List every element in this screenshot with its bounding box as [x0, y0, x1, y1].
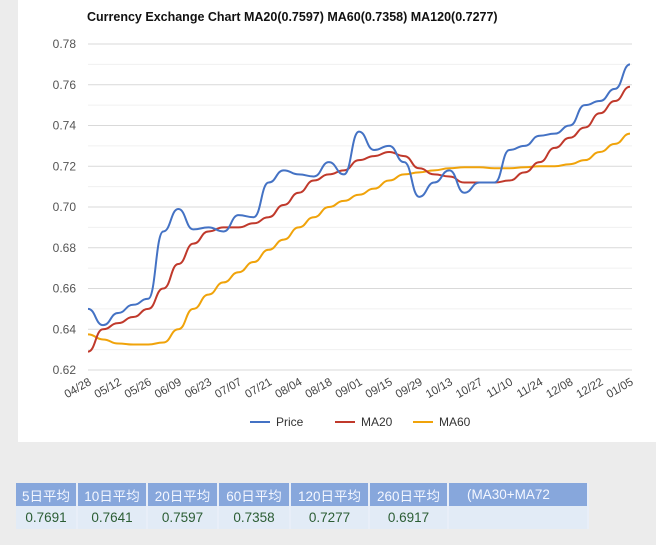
moving-average-table: 5日平均 10日平均 20日平均 60日平均 120日平均 260日平均 (MA…: [16, 483, 589, 529]
value-ma120: 0.7277: [290, 506, 370, 529]
x-tick-label: 05/12: [93, 376, 124, 401]
header-ma20: 20日平均: [147, 483, 219, 506]
header-ma120: 120日平均: [290, 483, 370, 506]
series-line-price: [87, 63, 631, 327]
x-tick-label: 08/18: [303, 376, 334, 401]
header-ma60: 60日平均: [218, 483, 291, 506]
legend-label-ma60: MA60: [439, 415, 471, 429]
x-tick-label: 09/01: [334, 376, 365, 401]
header-ma5: 5日平均: [16, 483, 78, 506]
legend-label-price: Price: [276, 415, 304, 429]
x-tick-label: 07/21: [243, 376, 274, 401]
y-tick-label: 0.70: [53, 200, 77, 214]
value-ma60: 0.7358: [218, 506, 291, 529]
table-header-row: 5日平均 10日平均 20日平均 60日平均 120日平均 260日平均 (MA…: [16, 483, 589, 506]
y-tick-label: 0.72: [53, 159, 77, 173]
value-ma260: 0.6917: [369, 506, 449, 529]
x-tick-label: 09/15: [364, 376, 395, 401]
legend-label-ma20: MA20: [361, 415, 393, 429]
value-ma5: 0.7691: [16, 506, 78, 529]
x-tick-label: 12/22: [574, 376, 605, 401]
y-tick-label: 0.66: [53, 282, 77, 296]
table-value-row: 0.7691 0.7641 0.7597 0.7358 0.7277 0.691…: [16, 506, 589, 529]
y-tick-label: 0.74: [53, 119, 77, 133]
x-tick-label: 07/07: [213, 376, 244, 401]
x-tick-label: 11/24: [515, 376, 546, 401]
x-tick-label: 06/09: [153, 376, 184, 401]
value-ma20: 0.7597: [147, 506, 219, 529]
x-tick-label: 10/13: [424, 376, 455, 401]
header-ma260: 260日平均: [369, 483, 449, 506]
y-tick-label: 0.64: [53, 322, 77, 336]
value-ma30-ma72: [448, 506, 589, 529]
header-ma10: 10日平均: [77, 483, 148, 506]
value-ma10: 0.7641: [77, 506, 148, 529]
x-tick-label: 06/23: [183, 376, 214, 401]
x-tick-label: 10/27: [454, 376, 485, 401]
series-line-ma60: [87, 132, 631, 346]
x-tick-label: 11/10: [485, 376, 515, 400]
y-tick-label: 0.68: [53, 241, 77, 255]
y-tick-label: 0.78: [53, 37, 77, 51]
x-tick-label: 12/08: [544, 376, 575, 401]
y-tick-label: 0.76: [53, 78, 77, 92]
x-tick-label: 09/29: [394, 376, 425, 401]
x-tick-label: 04/28: [63, 376, 94, 401]
x-tick-label: 08/04: [273, 376, 304, 401]
series-line-ma20: [87, 85, 631, 353]
x-tick-label: 05/26: [123, 376, 154, 401]
chart-card: [18, 0, 656, 442]
x-tick-label: 01/05: [605, 376, 636, 401]
y-tick-label: 0.62: [53, 363, 77, 377]
header-ma30-ma72: (MA30+MA72: [448, 483, 589, 506]
chart-title: Currency Exchange Chart MA20(0.7597) MA6…: [87, 10, 498, 24]
